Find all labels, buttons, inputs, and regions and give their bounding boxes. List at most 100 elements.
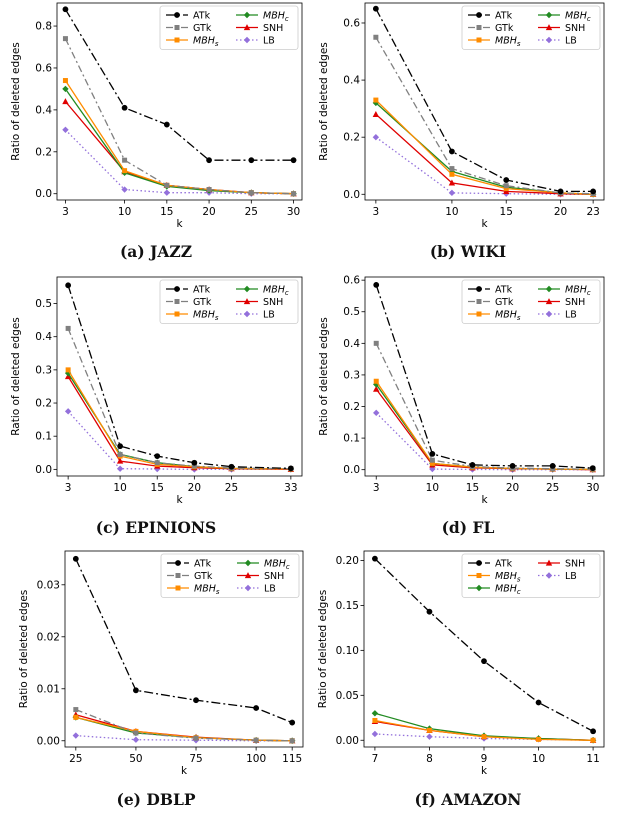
- fl-line-gtk: [375, 343, 593, 470]
- caption-dblp: (e) DBLP: [116, 790, 196, 809]
- amazon-xtick-label: 10: [532, 753, 545, 765]
- wiki-point-lb: [448, 189, 456, 197]
- dblp-series-gtk: [73, 707, 295, 744]
- wiki-ytick-label: 0.0: [343, 189, 360, 201]
- epinions-point-gtk: [154, 460, 160, 466]
- jazz-ytick-label: 0.8: [35, 21, 52, 33]
- wiki-point-snh: [372, 110, 380, 117]
- epinions-legend-marker: [174, 311, 180, 317]
- fl-ytick-label: 0.1: [343, 433, 360, 445]
- caption-epinions: (c) EPINIONS: [95, 518, 217, 537]
- fl-xtick-label: 20: [506, 482, 519, 494]
- dblp-series-atk: [72, 555, 296, 726]
- dblp-ytick-label: 0.00: [37, 735, 60, 747]
- fl-legend-label: MBHs: [495, 310, 521, 323]
- epinions-legend-marker: [243, 298, 251, 305]
- wiki-point-atk: [372, 5, 379, 12]
- epinions-legend-marker: [243, 310, 251, 318]
- wiki-series-snh: [372, 110, 597, 197]
- dblp-series-mbhs: [73, 714, 295, 744]
- jazz-series-atk: [62, 6, 297, 164]
- jazz-point-snh: [62, 98, 69, 105]
- fl-ytick-label: 0.6: [343, 275, 360, 287]
- fl-point-atk: [589, 465, 596, 472]
- jazz-point-atk: [163, 121, 170, 128]
- amazon-legend-marker: [476, 573, 482, 578]
- jazz-point-gtk: [291, 191, 297, 197]
- jazz-legend-marker: [243, 11, 251, 19]
- amazon-point-atk: [426, 608, 433, 615]
- amazon-ylabel: Ratio of deleted edges: [317, 590, 329, 709]
- dblp-legend-box: [160, 553, 300, 598]
- fl-point-atk: [373, 281, 380, 288]
- wiki-point-atk: [449, 148, 455, 155]
- epinions-xtick-label: 25: [225, 482, 238, 494]
- epinions-point-gtk: [65, 325, 71, 331]
- jazz-xtick-label: 20: [202, 206, 215, 218]
- epinions-point-gtk: [117, 451, 123, 457]
- jazz-chart: 0.0 0.2 0.4 0.6 0.8 3 10 15 20 25 30 k Ratio of dele…: [10, 2, 303, 230]
- dblp-legend-label: GTk: [194, 571, 213, 582]
- jazz-xtick-label: 30: [287, 206, 300, 218]
- epinions-ytick-label: 0.0: [35, 464, 52, 476]
- dblp-xlabel: k: [181, 765, 188, 777]
- dblp-legend-label: ATk: [194, 559, 212, 570]
- epinions-point-atk: [154, 453, 161, 459]
- jazz-point-gtk: [206, 187, 212, 193]
- dblp-legend-marker: [244, 584, 252, 592]
- fl-line-lb: [375, 412, 593, 471]
- wiki-ytick-label: 0.6: [343, 17, 360, 29]
- dblp-legend-label: MBHc: [264, 559, 290, 572]
- amazon-ytick-label: 0.00: [336, 735, 359, 747]
- amazon-xtick-label: 7: [372, 753, 379, 765]
- fl-series-atk: [373, 281, 596, 472]
- amazon-point-mbhs: [481, 734, 487, 740]
- fl-xtick-label: 15: [466, 482, 479, 494]
- jazz-ytick-label: 0.6: [35, 62, 52, 74]
- wiki-legend-marker: [545, 36, 553, 44]
- epinions-point-snh: [116, 457, 124, 464]
- wiki-point-atk: [557, 188, 564, 195]
- wiki-legend-marker: [476, 25, 482, 30]
- amazon-ytick-label: 0.05: [336, 690, 359, 702]
- fl-point-mbhs: [373, 378, 379, 384]
- jazz-point-atk: [290, 157, 297, 164]
- fl-ytick-label: 0.3: [343, 369, 360, 381]
- jazz-line-snh: [64, 101, 294, 195]
- wiki-xlabel: k: [481, 218, 488, 230]
- epinions-ylabel: Ratio of deleted edges: [10, 317, 22, 436]
- dblp-point-gtk: [73, 707, 79, 713]
- wiki-xtick-label: 10: [445, 206, 458, 218]
- wiki-xtick-label: 20: [554, 206, 567, 218]
- jazz-legend-marker: [174, 12, 180, 18]
- epinions-legend-label: MBHs: [193, 310, 219, 323]
- amazon-legend-marker: [545, 559, 553, 566]
- fl-legend-label: SNH: [565, 297, 585, 308]
- dblp-point-gtk: [289, 738, 295, 744]
- fl-legend-marker: [545, 298, 553, 305]
- dblp-legend-marker: [244, 559, 252, 567]
- jazz-legend-box: [159, 5, 299, 50]
- amazon-point-lb: [426, 733, 433, 740]
- jazz-series-mbhc: [62, 85, 297, 197]
- amazon-point-mbhc: [371, 710, 379, 717]
- wiki-xtick-label: 3: [373, 206, 380, 218]
- amazon-point-mbhs: [372, 717, 378, 723]
- amazon-legend-label: MBHs: [495, 571, 521, 584]
- dblp-xtick-label: 100: [246, 753, 266, 765]
- wiki-legend-marker: [545, 24, 553, 31]
- dblp-ytick-label: 0.03: [37, 579, 60, 591]
- fl-point-atk: [509, 462, 516, 469]
- dblp-legend-marker: [175, 573, 181, 578]
- dblp-point-atk: [253, 705, 260, 711]
- epinions-line-atk: [67, 285, 291, 470]
- amazon-legend-marker: [545, 572, 553, 579]
- amazon-chart: 0.00 0.05 0.10 0.15 0.20 7 8 9 10 11 k Ratio of del…: [317, 550, 605, 777]
- fl-point-gtk: [429, 457, 435, 463]
- wiki-line-lb: [375, 136, 594, 195]
- amazon-xtick-label: 11: [586, 753, 599, 765]
- fl-legend-marker: [545, 310, 553, 318]
- dblp-point-gtk: [133, 730, 139, 736]
